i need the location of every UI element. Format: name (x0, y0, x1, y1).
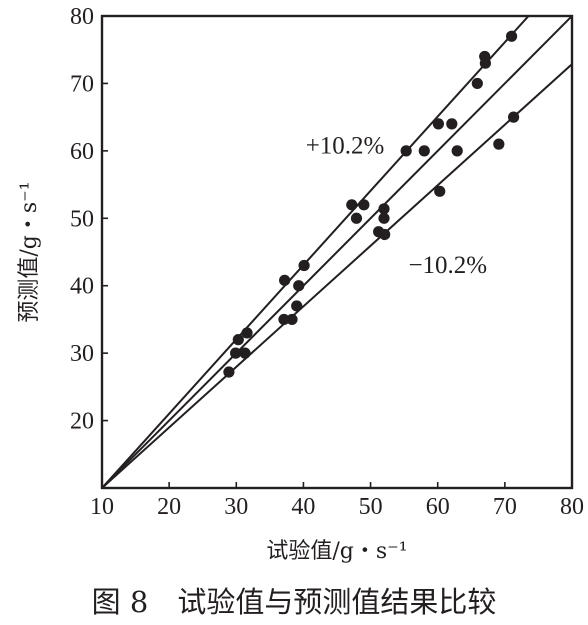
x-tick-label: 40 (291, 494, 315, 520)
x-tick-label: 50 (359, 494, 383, 520)
reference-line-1 (102, 16, 530, 488)
y-tick-label: 40 (70, 274, 94, 300)
line-annotations: +10.2% −10.2% (306, 133, 487, 279)
data-point (279, 274, 291, 286)
x-tick-label: 10 (90, 494, 114, 520)
data-point (378, 212, 390, 224)
data-point (418, 145, 430, 157)
data-point (378, 203, 390, 215)
data-point (241, 327, 253, 339)
data-point (434, 185, 446, 197)
y-axis: 20 30 40 50 60 70 80 (70, 4, 108, 435)
data-point (493, 138, 505, 150)
x-tick-label: 20 (157, 494, 181, 520)
x-axis-label: 试验值/g・s⁻¹ (266, 539, 407, 564)
data-point (432, 118, 444, 130)
y-tick-label: 80 (70, 4, 94, 30)
data-point (358, 199, 370, 211)
y-axis-label: 预测值/g・s⁻¹ (17, 181, 42, 322)
plot-frame (100, 14, 574, 490)
line-label: +10.2% (306, 133, 385, 160)
data-point (471, 77, 483, 90)
y-tick-label: 60 (70, 139, 94, 165)
data-point (479, 57, 491, 69)
reference-line-2 (102, 63, 572, 488)
data-point (298, 259, 310, 272)
data-point (239, 347, 251, 359)
data-point (400, 145, 412, 157)
data-point (286, 313, 298, 326)
data-point (507, 111, 520, 123)
y-tick-label: 50 (70, 206, 94, 232)
reference-line-0 (102, 16, 572, 488)
line-label: −10.2% (408, 252, 487, 279)
data-point (505, 30, 518, 42)
y-tick-label: 20 (70, 409, 94, 435)
x-tick-label: 30 (224, 494, 248, 520)
data-point (379, 228, 391, 241)
data-point (293, 280, 305, 292)
data-point (230, 347, 242, 359)
data-point (223, 366, 235, 378)
figure-caption: 图 8 试验值与预测值结果比较 (92, 585, 497, 619)
data-point (350, 212, 363, 224)
y-tick-label: 30 (70, 341, 94, 367)
x-tick-label: 60 (426, 494, 450, 520)
data-point (232, 334, 244, 346)
data-points (223, 30, 520, 378)
data-point (346, 199, 358, 211)
data-point (446, 118, 458, 130)
y-tick-label: 70 (70, 71, 94, 97)
data-point (291, 300, 303, 312)
reference-lines (102, 16, 572, 488)
x-axis: 10 20 30 40 50 60 70 80 (90, 482, 584, 520)
x-tick-label: 80 (560, 494, 584, 520)
data-point (278, 313, 290, 326)
x-tick-label: 70 (493, 494, 517, 520)
data-point (451, 145, 463, 157)
